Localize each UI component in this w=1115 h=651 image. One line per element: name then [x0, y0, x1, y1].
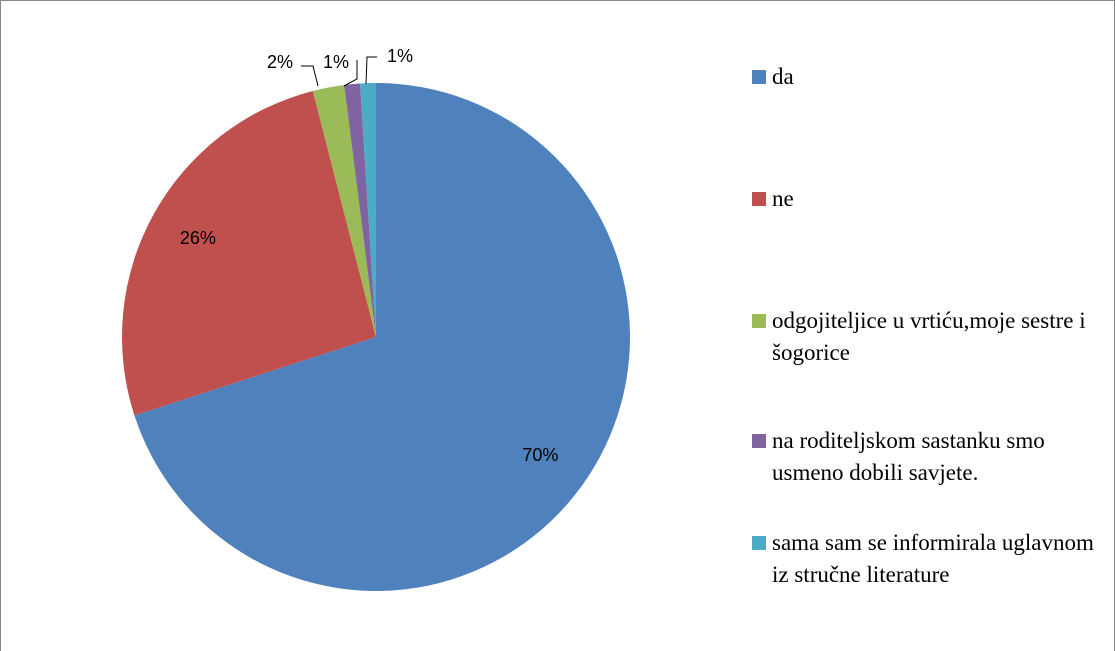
legend-swatch: [752, 434, 766, 448]
pie-slice: [134, 83, 630, 591]
data-label: 1%: [387, 46, 413, 66]
data-label: 26%: [180, 228, 216, 248]
legend-item: odgojiteljice u vrtiću,moje sestre i šog…: [752, 305, 1097, 369]
data-label: 1%: [323, 52, 349, 72]
legend-swatch: [752, 192, 766, 206]
legend-item: da: [752, 61, 1097, 93]
legend-swatch: [752, 536, 766, 550]
legend-label: na roditeljskom sastanku smo usmeno dobi…: [772, 428, 1045, 485]
legend-label: sama sam se informirala uglavnom iz stru…: [772, 530, 1094, 587]
leader-line: [365, 56, 377, 85]
pie-slice: [360, 83, 376, 337]
legend-item: na roditeljskom sastanku smo usmeno dobi…: [752, 425, 1097, 489]
leader-line: [343, 60, 358, 87]
data-label: 70%: [522, 445, 558, 465]
legend-swatch: [752, 314, 766, 328]
pie-slice: [344, 83, 376, 337]
pie-slice: [121, 90, 376, 416]
legend-item: ne: [752, 183, 1097, 215]
legend-label: odgojiteljice u vrtiću,moje sestre i šog…: [772, 308, 1086, 365]
legend-label: da: [772, 64, 794, 89]
legend-label: ne: [772, 186, 794, 211]
legend-swatch: [752, 70, 766, 84]
leader-line: [301, 65, 319, 87]
data-label: 2%: [267, 52, 293, 72]
legend-item: sama sam se informirala uglavnom iz stru…: [752, 527, 1097, 591]
pie-slice: [312, 85, 376, 337]
